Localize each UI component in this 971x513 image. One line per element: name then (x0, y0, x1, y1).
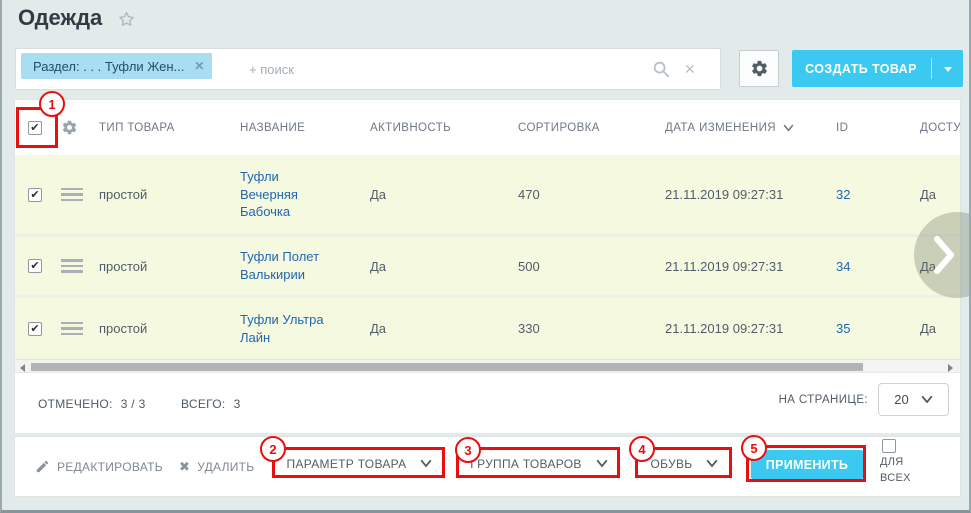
product-parameter-dropdown[interactable]: ПАРАМЕТР ТОВАРА (273, 448, 446, 479)
product-name-link[interactable]: Туфли Вечерняя Бабочка (240, 169, 298, 220)
per-page-value: 20 (894, 392, 909, 407)
sort-desc-icon (783, 124, 794, 131)
favorite-star-icon[interactable] (117, 10, 136, 29)
cell-active: Да (370, 258, 387, 274)
table-row: простой Туфли Ультра Лайн Да 330 21.11.2… (15, 295, 960, 359)
for-all-checkbox[interactable] (882, 439, 896, 453)
chevron-down-icon (596, 459, 607, 468)
filter-chip[interactable]: Раздел: . . . Туфли Жен... ✕ (21, 53, 213, 79)
scroll-right-arrow-icon[interactable] (948, 363, 953, 372)
row-checkbox[interactable] (28, 321, 42, 336)
chevron-down-icon (707, 459, 718, 468)
column-header-sort[interactable]: СОРТИРОВКА (518, 121, 600, 134)
checked-label: ОТМЕЧЕНО: (38, 397, 113, 411)
product-group-label: ГРУППА ТОВАРОВ (470, 456, 582, 471)
group-value-dropdown[interactable]: ОБУВЬ (636, 448, 733, 479)
delete-label: УДАЛИТЬ (197, 459, 255, 474)
chevron-down-icon (921, 395, 932, 404)
drag-handle-icon[interactable] (61, 187, 83, 202)
product-id-link[interactable]: 34 (836, 258, 851, 274)
cell-type: простой (99, 187, 148, 202)
search-clear-icon[interactable]: ✕ (684, 61, 696, 77)
grid-settings-button[interactable] (739, 50, 779, 87)
chevron-down-icon (421, 459, 432, 468)
cell-sort: 330 (518, 321, 540, 336)
select-all-checkbox[interactable] (28, 120, 42, 135)
product-id-link[interactable]: 35 (836, 321, 851, 336)
x-delete-icon: ✖ (179, 458, 191, 474)
product-parameter-label: ПАРАМЕТР ТОВАРА (286, 456, 407, 471)
total-label: ВСЕГО: (181, 397, 226, 411)
cell-modified: 21.11.2019 09:27:31 (665, 187, 784, 202)
product-name-link[interactable]: Туфли Ультра Лайн (240, 311, 324, 345)
cell-active: Да (370, 321, 387, 336)
cell-type: простой (99, 321, 148, 336)
cell-available: Да (920, 187, 937, 202)
apply-button[interactable]: ПРИМЕНИТЬ (751, 450, 863, 479)
column-header-type[interactable]: ТИП ТОВАРА (99, 121, 175, 134)
button-separator (931, 58, 932, 79)
create-product-dropdown-caret[interactable] (944, 67, 952, 72)
group-value-label: ОБУВЬ (650, 456, 693, 471)
cell-type: простой (99, 258, 148, 274)
filter-chip-close-icon[interactable]: ✕ (194, 59, 205, 73)
column-header-modified[interactable]: ДАТА ИЗМЕНЕНИЯ (665, 100, 836, 155)
grid-summary-bar: ОТМЕЧЕНО: 3 / 3 ВСЕГО: 3 НА СТРАНИЦЕ: 20 (15, 373, 960, 433)
per-page-label: НА СТРАНИЦЕ: (778, 393, 868, 406)
cell-available: Да (920, 258, 937, 274)
columns-gear-icon[interactable] (61, 119, 78, 136)
per-page-select[interactable]: 20 (878, 383, 949, 416)
edit-label: РЕДАКТИРОВАТЬ (57, 459, 163, 474)
page-title: Одежда (18, 5, 103, 30)
product-id-link[interactable]: 32 (836, 187, 851, 202)
product-group-dropdown[interactable]: ГРУППА ТОВАРОВ (457, 448, 621, 479)
column-header-available[interactable]: ДОСТУПЕН (920, 121, 960, 134)
create-product-button[interactable]: СОЗДАТЬ ТОВАР (792, 50, 963, 87)
total-value: 3 (233, 397, 241, 411)
cell-modified: 21.11.2019 09:27:31 (665, 321, 784, 336)
scrollbar-thumb[interactable] (31, 362, 863, 371)
row-checkbox[interactable] (28, 259, 42, 273)
product-name-link[interactable]: Туфли Полет Валькирии (240, 249, 320, 282)
cell-active: Да (370, 187, 387, 202)
product-grid: ТИП ТОВАРА НАЗВАНИЕ АКТИВНОСТЬ СОРТИРОВК… (14, 99, 961, 433)
grid-header-row: ТИП ТОВАРА НАЗВАНИЕ АКТИВНОСТЬ СОРТИРОВК… (15, 100, 960, 155)
cell-available: Да (920, 321, 937, 336)
column-header-id[interactable]: ID (836, 121, 849, 134)
group-actions-panel: РЕДАКТИРОВАТЬ ✖ УДАЛИТЬ ПАРАМЕТР ТОВАРА … (14, 436, 961, 497)
horizontal-scrollbar[interactable] (15, 359, 960, 373)
create-product-label: СОЗДАТЬ ТОВАР (805, 61, 917, 76)
table-row: простой Туфли Вечерняя Бабочка Да 470 21… (15, 155, 960, 234)
for-all-label: ДЛЯ ВСЕХ (880, 456, 911, 484)
chevron-right-icon (934, 236, 954, 274)
pencil-icon (36, 460, 49, 473)
cell-sort: 470 (518, 187, 540, 202)
edit-button[interactable]: РЕДАКТИРОВАТЬ (35, 437, 163, 496)
filter-chip-label: Раздел: . . . Туфли Жен... (33, 58, 185, 74)
drag-handle-icon[interactable] (61, 321, 83, 336)
column-header-active[interactable]: АКТИВНОСТЬ (370, 121, 452, 134)
cell-sort: 500 (518, 258, 540, 274)
scroll-left-arrow-icon[interactable] (20, 363, 25, 372)
search-icon[interactable] (652, 60, 670, 78)
cell-modified: 21.11.2019 09:27:31 (665, 258, 784, 274)
row-checkbox[interactable] (28, 187, 42, 202)
search-placeholder[interactable]: + поиск (249, 62, 294, 77)
drag-handle-icon[interactable] (61, 259, 83, 273)
delete-button[interactable]: ✖ УДАЛИТЬ (179, 437, 255, 496)
table-row: простой Туфли Полет Валькирии Да 500 21.… (15, 234, 960, 295)
gear-icon (751, 60, 767, 77)
checked-value: 3 / 3 (120, 397, 146, 411)
column-header-name[interactable]: НАЗВАНИЕ (240, 121, 306, 134)
